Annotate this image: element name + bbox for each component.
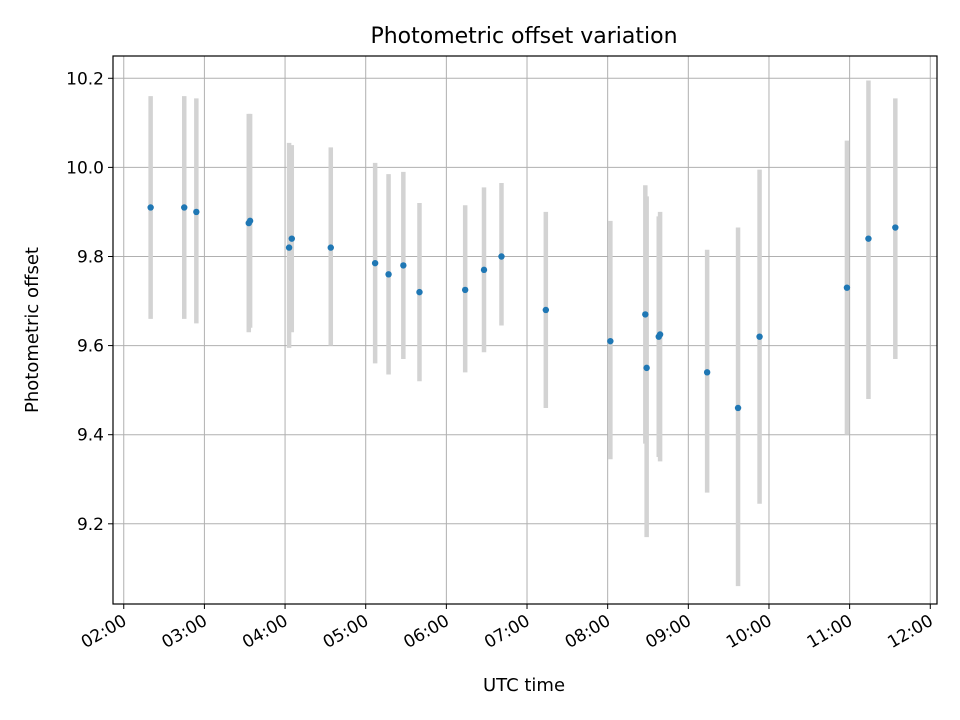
y-tick-label: 9.2 <box>77 515 104 535</box>
x-tick-label: 07:00 <box>481 611 533 653</box>
y-tick-label: 10.0 <box>66 158 104 178</box>
x-tick-label: 12:00 <box>884 611 936 653</box>
x-axis: 02:00 03:00 04:00 05:00 06:00 07:00 08:00 09:00… <box>78 604 937 653</box>
chart-title: Photometric offset variation <box>370 24 677 49</box>
x-tick-label: 03:00 <box>158 611 210 653</box>
x-tick-label: 04:00 <box>239 611 291 653</box>
data-point <box>288 235 295 242</box>
x-tick-label: 10:00 <box>723 611 775 653</box>
y-tick-label: 9.8 <box>77 247 104 267</box>
data-point <box>147 204 154 211</box>
data-point <box>756 333 763 340</box>
data-points <box>147 204 899 412</box>
error-bars <box>148 80 898 587</box>
data-point <box>181 204 188 211</box>
x-tick-label: 02:00 <box>78 611 130 653</box>
x-tick-label: 09:00 <box>642 611 694 653</box>
x-tick-label: 05:00 <box>320 611 372 653</box>
data-point <box>703 369 711 376</box>
grid <box>113 56 937 604</box>
data-point <box>385 271 392 278</box>
data-point <box>607 337 614 345</box>
y-axis-label: Photometric offset <box>22 247 43 413</box>
x-axis-label: UTC time <box>483 675 565 696</box>
y-tick-label: 9.4 <box>77 426 104 446</box>
data-point <box>542 306 550 314</box>
data-point <box>656 331 664 338</box>
data-point <box>480 266 488 274</box>
data-point <box>193 208 200 216</box>
data-point <box>498 253 505 260</box>
data-point <box>400 262 407 269</box>
y-tick-label: 10.2 <box>66 69 104 89</box>
data-point <box>461 286 469 294</box>
x-tick-label: 11:00 <box>804 611 856 653</box>
data-point <box>642 311 649 318</box>
data-point <box>327 244 334 251</box>
data-point <box>865 235 872 242</box>
data-point <box>371 259 379 267</box>
y-tick-label: 9.6 <box>77 337 104 357</box>
data-point <box>734 404 742 412</box>
data-point <box>643 364 650 372</box>
x-tick-label: 08:00 <box>562 611 614 653</box>
y-axis: 9.2 9.4 9.6 9.8 10.0 10.2 <box>66 69 113 535</box>
data-point <box>285 244 293 251</box>
data-point <box>416 288 423 296</box>
plot-frame <box>112 55 938 605</box>
data-point <box>843 284 851 291</box>
data-point <box>892 224 899 231</box>
data-point <box>246 217 254 225</box>
x-tick-label: 06:00 <box>400 611 452 653</box>
